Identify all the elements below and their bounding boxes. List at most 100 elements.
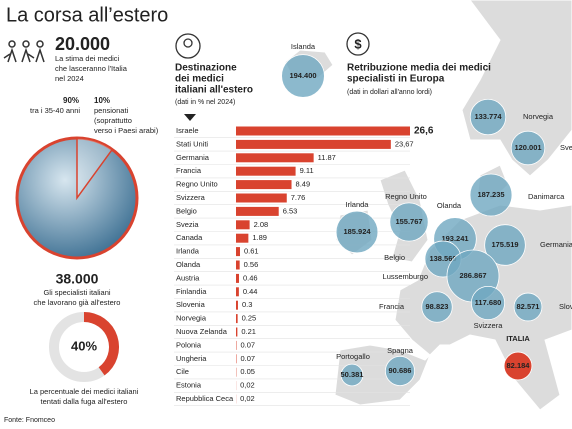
value-label: 0.44 xyxy=(243,287,258,296)
salary-bubble xyxy=(484,224,526,266)
chart-title: Destinazione xyxy=(175,63,237,74)
category-label: Svezia xyxy=(176,220,199,229)
category-label: Estonia xyxy=(176,381,202,390)
category-label: Austria xyxy=(176,273,200,282)
abroad-text: Gli specialisti italiani xyxy=(43,288,110,297)
category-label: Francia xyxy=(176,166,202,175)
bar xyxy=(236,206,279,216)
value-label: 0.25 xyxy=(242,314,257,323)
pct-text: tra i 35-40 anni xyxy=(30,106,80,115)
salary-bubble xyxy=(470,285,506,321)
value-label: 11.87 xyxy=(318,153,336,162)
bubble-value: 90.686 xyxy=(389,366,412,375)
abroad-text: che lavorano già all'estero xyxy=(34,298,121,307)
country-label: Belgio xyxy=(384,253,405,262)
bar xyxy=(236,287,239,297)
category-label: Slovenia xyxy=(176,300,206,309)
value-label: 1.89 xyxy=(252,233,267,242)
bar xyxy=(236,166,296,176)
value-label: 0.21 xyxy=(241,327,256,336)
bar xyxy=(236,314,238,324)
salary-bubble xyxy=(469,98,507,136)
svg-text:$: $ xyxy=(354,36,362,51)
icon-pin xyxy=(175,33,201,59)
category-label: Belgio xyxy=(176,206,197,215)
country-label: Spagna xyxy=(387,346,414,355)
chart-subtitle: (dati in % nel 2024) xyxy=(175,99,235,106)
value-label: 7.76 xyxy=(291,193,306,202)
forecast-text: che lasceranno l'Italia xyxy=(55,64,128,73)
category-label: Canada xyxy=(176,233,203,242)
value-label: 0.3 xyxy=(242,300,252,309)
salary-bubble xyxy=(513,292,543,322)
bubble-value: 187.235 xyxy=(477,190,504,199)
salary-bubble xyxy=(421,291,453,323)
value-label: 9.11 xyxy=(300,166,314,175)
bubble-value: 82.571 xyxy=(517,302,540,311)
map-subtitle: (dati in dollari all'anno lordi) xyxy=(347,89,432,96)
pct-label: 10% xyxy=(94,96,110,105)
bubble-value: 82.184 xyxy=(507,361,531,370)
category-label: Regno Unito xyxy=(176,180,218,189)
value-label: 6.53 xyxy=(283,206,298,215)
pct-text: pensionati xyxy=(94,106,129,115)
category-label: Svizzera xyxy=(176,193,206,202)
bubble-value: 193.241 xyxy=(441,234,468,243)
country-label: Francia xyxy=(379,302,405,311)
value-label: 0.61 xyxy=(244,247,259,256)
bar xyxy=(236,220,250,230)
value-label: 0.07 xyxy=(240,340,255,349)
value-label: 0.05 xyxy=(240,367,255,376)
country-label: Irlanda xyxy=(346,200,370,209)
donut-label: 40% xyxy=(71,338,97,353)
country-label: Danimarca xyxy=(528,192,565,201)
bubble-value: 185.924 xyxy=(343,227,371,236)
salary-bubble xyxy=(281,54,325,98)
bar xyxy=(236,300,238,310)
pointer xyxy=(184,114,196,121)
bar xyxy=(236,327,238,337)
country-label: Svezia xyxy=(560,143,572,152)
country-label: ITALIA xyxy=(506,334,530,343)
bar xyxy=(236,273,240,283)
salary-bubble xyxy=(335,210,379,254)
salary-bubble xyxy=(340,363,364,387)
bubble-value: 138.560 xyxy=(429,254,456,263)
abroad-value: 38.000 xyxy=(56,271,99,287)
bar xyxy=(236,260,240,270)
value-label: 26,6 xyxy=(414,126,434,137)
bar xyxy=(236,153,314,163)
bar xyxy=(236,233,249,243)
category-label: Germania xyxy=(176,153,210,162)
country-label: Olanda xyxy=(437,201,462,210)
pct-text: verso i Paesi arabi) xyxy=(94,126,159,135)
bubble-value: 194.400 xyxy=(289,71,316,80)
country-label: Norvegia xyxy=(523,112,554,121)
chart-title: dei medici xyxy=(175,74,224,85)
bubble-value: 175.519 xyxy=(491,240,518,249)
salary-bubble xyxy=(384,355,416,387)
bubble-value: 133.774 xyxy=(474,112,502,121)
country-label: Lussemburgo xyxy=(383,272,428,281)
chart-title: italiani all'estero xyxy=(175,85,253,96)
bubble-value: 155.767 xyxy=(395,217,422,226)
category-label: Finlandia xyxy=(176,287,207,296)
bubble-value: 286.867 xyxy=(459,271,486,280)
value-label: 2.08 xyxy=(254,220,269,229)
country-label: Slovenia xyxy=(559,302,572,311)
title: La corsa all’estero xyxy=(6,4,168,26)
category-label: Olanda xyxy=(176,260,201,269)
value-label: 0.56 xyxy=(244,260,259,269)
country-label: Svizzera xyxy=(474,321,504,330)
value-label: 0,02 xyxy=(240,394,255,403)
value-label: 0.46 xyxy=(243,273,258,282)
globe-slice xyxy=(76,137,114,201)
map-title: specialisti in Europa xyxy=(347,74,445,85)
bar xyxy=(236,247,240,257)
icon-dollar: $ xyxy=(346,32,370,56)
bubble-value: 117.680 xyxy=(475,298,502,307)
country-label: Germania xyxy=(540,240,572,249)
value-label: 0.07 xyxy=(240,354,255,363)
pct-label: 90% xyxy=(63,96,79,105)
